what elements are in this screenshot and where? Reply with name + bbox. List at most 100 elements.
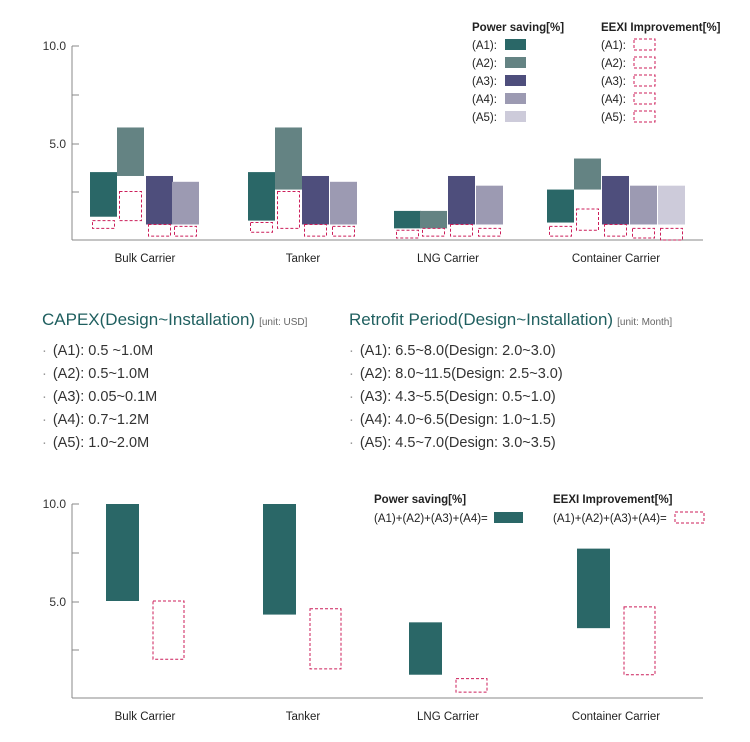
legend-label: (A3):: [472, 76, 497, 88]
legend-eexi-swatch: [633, 56, 656, 69]
legend-eexi-label: (A1)+(A2)+(A3)+(A4)=: [553, 513, 667, 525]
x-category-label: Tanker: [286, 711, 321, 723]
legend-eexi-swatch: [633, 38, 656, 51]
power-bar: [106, 504, 139, 601]
power-bar: [394, 210, 421, 229]
eexi-bar: [309, 608, 342, 670]
power-bar: [574, 158, 601, 190]
power-bar: [420, 210, 447, 229]
legend-label: (A5):: [601, 112, 626, 124]
x-category-label: Bulk Carrier: [115, 711, 176, 723]
x-category-label: Tanker: [286, 253, 321, 265]
top-chart: 10.0 5.0 Bulk Carrier Tanker LNG Carrier…: [43, 22, 721, 265]
legend-eexi-title: EEXI Improvement[%]: [601, 22, 721, 34]
legend-label: (A1):: [472, 40, 497, 52]
y-tick-label: 5.0: [49, 595, 66, 609]
retrofit-unit: [unit: Month]: [617, 317, 673, 328]
power-bar: [302, 175, 329, 225]
list-item: · (A4): 0.7~1.2M: [42, 412, 150, 428]
legend-label: (A4):: [472, 94, 497, 106]
bottom-chart: 10.0 5.0 Bulk Carrier Tanker LNG Carrier…: [43, 494, 705, 723]
eexi-bar: [450, 223, 473, 237]
list-item: · (A3): 0.05~0.1M: [42, 389, 158, 405]
legend-label: (A2):: [472, 58, 497, 70]
legend-power-label: (A1)+(A2)+(A3)+(A4)=: [374, 513, 488, 525]
list-item: · (A5): 1.0~2.0M: [42, 435, 150, 451]
y-tick-label: 5.0: [49, 137, 66, 151]
eexi-bar: [152, 600, 185, 660]
eexi-bar: [148, 223, 171, 237]
legend-swatch: [505, 93, 526, 104]
eexi-bar: [119, 191, 142, 222]
eexi-bar: [576, 208, 599, 231]
list-item: · (A5): 4.5~7.0(Design: 3.0~3.5): [349, 435, 556, 451]
power-bar: [658, 185, 685, 225]
plot-area: [90, 127, 685, 241]
power-bar: [547, 189, 574, 223]
legend-swatch: [505, 111, 526, 122]
eexi-bar: [632, 227, 655, 239]
power-bar: [90, 172, 117, 217]
capex-title-text: CAPEX(Design~Installation): [42, 310, 256, 329]
list-item: · (A1): 0.5 ~1.0M: [42, 343, 154, 359]
legend-label: (A5):: [472, 112, 497, 124]
x-category-label: Container Carrier: [572, 253, 660, 265]
eexi-bar: [549, 225, 572, 237]
legend-power-title: Power saving[%]: [472, 22, 564, 34]
power-bar: [248, 172, 275, 221]
x-category-label: LNG Carrier: [417, 253, 479, 265]
capex-list: · (A1): 0.5 ~1.0M · (A2): 0.5~1.0M · (A3): …: [42, 340, 307, 455]
power-bar: [263, 504, 296, 615]
legend-label: (A1):: [601, 40, 626, 52]
legend-eexi-swatch: [633, 74, 656, 87]
eexi-bar: [304, 223, 327, 237]
eexi-bar: [604, 223, 627, 237]
power-bar: [117, 127, 144, 176]
eexi-bar: [92, 220, 115, 229]
power-bar: [146, 175, 173, 225]
legend-eexi-swatch: [633, 110, 656, 123]
legend: Power saving[%] (A1)+(A2)+(A3)+(A4)= EEX…: [374, 494, 705, 525]
legend-swatch: [505, 75, 526, 86]
y-tick-label: 10.0: [43, 39, 67, 53]
retrofit-title-text: Retrofit Period(Design~Installation): [349, 310, 614, 329]
capex-unit: [unit: USD]: [259, 317, 308, 328]
power-bar: [577, 548, 610, 629]
legend-power-swatch: [494, 512, 523, 523]
eexi-bar: [422, 227, 445, 237]
eexi-bar: [250, 222, 273, 233]
eexi-bar: [660, 227, 683, 241]
list-item: · (A1): 6.5~8.0(Design: 2.0~3.0): [349, 343, 556, 359]
legend-eexi-swatch: [674, 511, 705, 524]
plot-area: [106, 504, 656, 693]
power-bar: [172, 181, 199, 225]
eexi-bar: [623, 606, 656, 676]
list-item: · (A2): 0.5~1.0M: [42, 366, 150, 382]
legend-label: (A2):: [601, 58, 626, 70]
eexi-bar: [396, 229, 419, 239]
eexi-bar: [277, 191, 300, 229]
legend-swatch: [505, 39, 526, 50]
x-category-label: Bulk Carrier: [115, 253, 176, 265]
legend-swatch: [505, 57, 526, 68]
list-item: · (A2): 8.0~11.5(Design: 2.5~3.0): [349, 366, 563, 382]
eexi-bar: [455, 678, 488, 693]
power-bar: [409, 622, 442, 675]
x-category-label: Container Carrier: [572, 711, 660, 723]
power-bar: [630, 185, 657, 225]
retrofit-title: Retrofit Period(Design~Installation) [uni…: [349, 310, 672, 330]
legend-label: (A4):: [601, 94, 626, 106]
retrofit-list: · (A1): 6.5~8.0(Design: 2.0~3.0) · (A2): 8…: [349, 340, 672, 455]
x-category-label: LNG Carrier: [417, 711, 479, 723]
eexi-bar: [174, 225, 197, 237]
power-bar: [448, 175, 475, 225]
legend-power-title: Power saving[%]: [374, 494, 466, 506]
legend: Power saving[%] EEXI Improvement[%] (A1)…: [472, 22, 721, 124]
capex-title: CAPEX(Design~Installation) [unit: USD]: [42, 310, 307, 330]
y-tick-label: 10.0: [43, 497, 67, 511]
legend-eexi-swatch: [633, 92, 656, 105]
legend-eexi-title: EEXI Improvement[%]: [553, 494, 673, 506]
power-bar: [330, 181, 357, 225]
power-bar: [602, 175, 629, 225]
eexi-bar: [478, 227, 501, 237]
